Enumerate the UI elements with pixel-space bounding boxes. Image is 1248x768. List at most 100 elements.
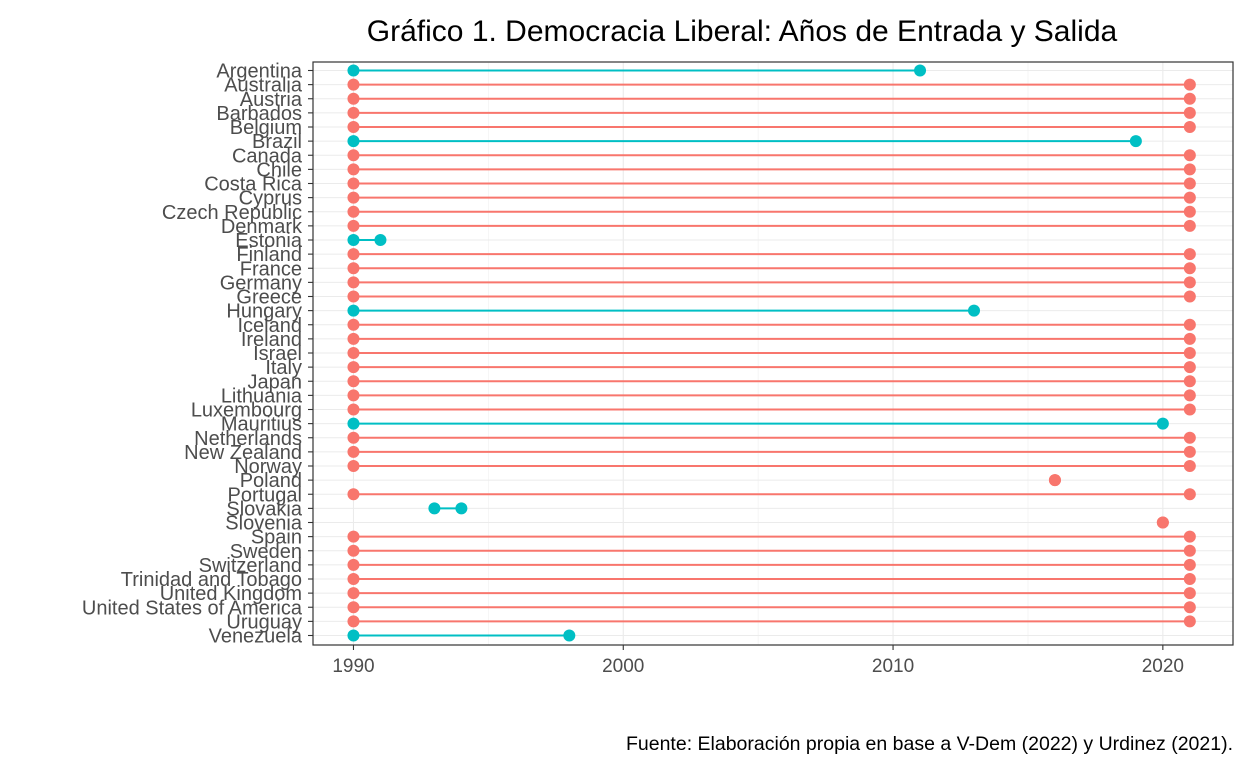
y-tick-label: Argentina <box>216 61 302 83</box>
y-tick-label: Uruguay <box>226 611 302 633</box>
end-point <box>1183 375 1196 388</box>
x-tick-label: 2010 <box>872 656 914 677</box>
y-tick-label: Czech Republic <box>162 202 302 224</box>
dumbbell-united-kingdom <box>347 587 1196 600</box>
dumbbell-spain <box>347 530 1196 543</box>
end-point <box>1183 488 1196 501</box>
end-point <box>1183 276 1196 289</box>
end-point <box>1183 460 1196 472</box>
end-point <box>1048 474 1061 487</box>
start-point <box>347 445 360 458</box>
y-tick-label: France <box>240 258 302 280</box>
dumbbell-poland <box>1048 474 1061 487</box>
dumbbell-marks <box>347 64 1196 642</box>
end-point <box>1183 530 1196 543</box>
start-point <box>347 290 360 303</box>
start-point <box>347 587 360 600</box>
dumbbell-finland <box>347 248 1196 261</box>
end-point <box>1183 163 1196 176</box>
end-point <box>1183 389 1196 402</box>
end-point <box>1183 262 1196 275</box>
end-point <box>1183 601 1196 614</box>
start-point <box>347 106 360 119</box>
dumbbell-sweden <box>347 544 1196 557</box>
dumbbell-chile <box>347 163 1196 176</box>
y-tick-label: United States of America <box>82 597 303 619</box>
end-point <box>1183 573 1196 585</box>
y-tick-label: Israel <box>253 343 302 365</box>
end-point <box>1156 516 1169 529</box>
y-tick-label: Costa Rica <box>204 174 303 196</box>
start-point <box>347 121 360 133</box>
dumbbell-france <box>347 262 1196 275</box>
start-point <box>347 332 360 345</box>
end-point <box>1183 78 1196 91</box>
y-tick-label: Greece <box>236 287 302 309</box>
dumbbell-italy <box>347 361 1196 374</box>
y-tick-label: Chile <box>256 159 302 181</box>
chart-caption: Fuente: Elaboración propia en base a V-D… <box>626 733 1233 755</box>
y-tick-label: Norway <box>234 456 302 478</box>
y-tick-label: Estonia <box>235 230 303 252</box>
end-point <box>1183 558 1196 571</box>
dumbbell-costa-rica <box>347 177 1196 190</box>
dumbbell-slovenia <box>1156 516 1169 529</box>
start-point <box>347 163 360 176</box>
y-tick-label: New Zealand <box>184 442 302 464</box>
dumbbell-venezuela <box>347 629 576 642</box>
dumbbell-denmark <box>347 219 1196 232</box>
start-point <box>347 234 360 246</box>
dumbbell-portugal <box>347 488 1196 501</box>
end-point <box>1183 445 1196 458</box>
dumbbell-austria <box>347 92 1196 105</box>
dumbbell-mauritius <box>347 417 1169 430</box>
start-point <box>347 361 360 374</box>
dumbbell-belgium <box>347 121 1196 133</box>
dumbbell-argentina <box>347 64 927 77</box>
y-tick-label: Sweden <box>230 541 302 563</box>
end-point <box>1183 361 1196 374</box>
y-tick-label: Barbados <box>216 103 302 125</box>
y-tick-label: Canada <box>232 145 303 167</box>
y-tick-label: Belgium <box>230 117 302 139</box>
dumbbell-israel <box>347 347 1196 359</box>
y-tick-label: Trinidad and Tobago <box>121 569 302 591</box>
start-point <box>347 191 360 204</box>
dumbbell-lithuania <box>347 389 1196 402</box>
dumbbell-trinidad-and-tobago <box>347 573 1196 585</box>
dumbbell-estonia <box>347 234 387 246</box>
start-point <box>347 92 360 105</box>
dumbbell-luxembourg <box>347 403 1196 416</box>
end-point <box>1183 205 1196 218</box>
y-tick-label: Lithuania <box>221 385 303 407</box>
y-tick-label: Venezuela <box>209 626 303 648</box>
chart-title: Gráfico 1. Democracia Liberal: Años de E… <box>367 15 1118 48</box>
start-point <box>347 601 360 614</box>
start-point <box>347 219 360 232</box>
end-point <box>1183 347 1196 359</box>
start-point <box>347 318 360 331</box>
start-point <box>347 629 360 642</box>
start-point <box>347 135 360 148</box>
y-axis: ArgentinaAustraliaAustriaBarbadosBelgium… <box>82 61 313 648</box>
start-point <box>347 78 360 91</box>
start-point <box>347 544 360 557</box>
y-tick-label: Hungary <box>226 301 302 323</box>
start-point <box>347 177 360 190</box>
end-point <box>563 629 576 642</box>
end-point <box>1183 219 1196 232</box>
dumbbell-switzerland <box>347 558 1196 571</box>
start-point <box>347 488 360 501</box>
x-tick-label: 2020 <box>1142 656 1184 677</box>
end-point <box>374 234 387 246</box>
dumbbell-new-zealand <box>347 445 1196 458</box>
start-point <box>347 262 360 275</box>
end-point <box>914 64 927 77</box>
start-point <box>347 347 360 359</box>
end-point <box>1183 149 1196 162</box>
y-tick-label: Spain <box>251 527 302 549</box>
dumbbell-cyprus <box>347 191 1196 204</box>
end-point <box>1183 615 1196 628</box>
end-point <box>1183 403 1196 416</box>
